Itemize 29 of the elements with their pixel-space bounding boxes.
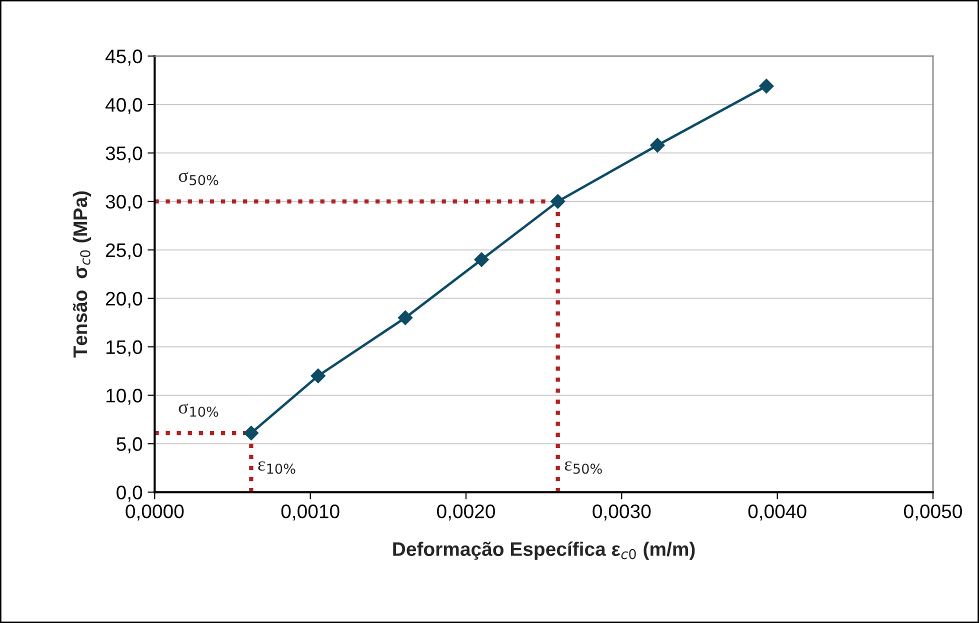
ref-line-label: σ$_{10%}$ (178, 404, 218, 417)
point (759, 78, 774, 94)
point (398, 310, 413, 326)
x-tick-label: 0,0000 (126, 504, 184, 521)
y-tick-label: 25,0 (106, 243, 142, 260)
ref-line-label: ε$_{10%}$ (258, 461, 296, 474)
x-tick-label: 0,0020 (437, 504, 495, 521)
point (474, 252, 489, 267)
y-axis-title: Tensão σ$_{c0}$ (MPa) (72, 191, 91, 358)
point (550, 194, 566, 209)
y-tick-label: 15,0 (106, 340, 142, 356)
x-tick-label: 0,0010 (281, 504, 340, 521)
y-tick-label: 10,0 (106, 388, 142, 405)
point (244, 426, 259, 440)
x-tick-label: 0,0040 (748, 504, 806, 521)
y-tick-label: 30,0 (106, 194, 142, 211)
y-tick-label: 40,0 (105, 98, 142, 114)
point (310, 368, 326, 384)
x-axis-title: Deformação Específica ε$_{c0}$ (m/m) (393, 542, 695, 560)
y-tick-label: 45,0 (105, 50, 142, 66)
ref-line-label: ε$_{50%}$ (564, 461, 602, 474)
y-tick-label: 5,0 (116, 437, 142, 454)
y-tick-label: 20,0 (106, 292, 142, 308)
ref-line-label: σ$_{50%}$ (178, 172, 218, 186)
x-tick-label: 0,0050 (904, 504, 962, 521)
y-tick-label: 0,0 (116, 486, 142, 502)
y-tick-label: 35,0 (106, 146, 142, 163)
point (650, 138, 665, 153)
x-tick-label: 0,0030 (592, 504, 651, 521)
